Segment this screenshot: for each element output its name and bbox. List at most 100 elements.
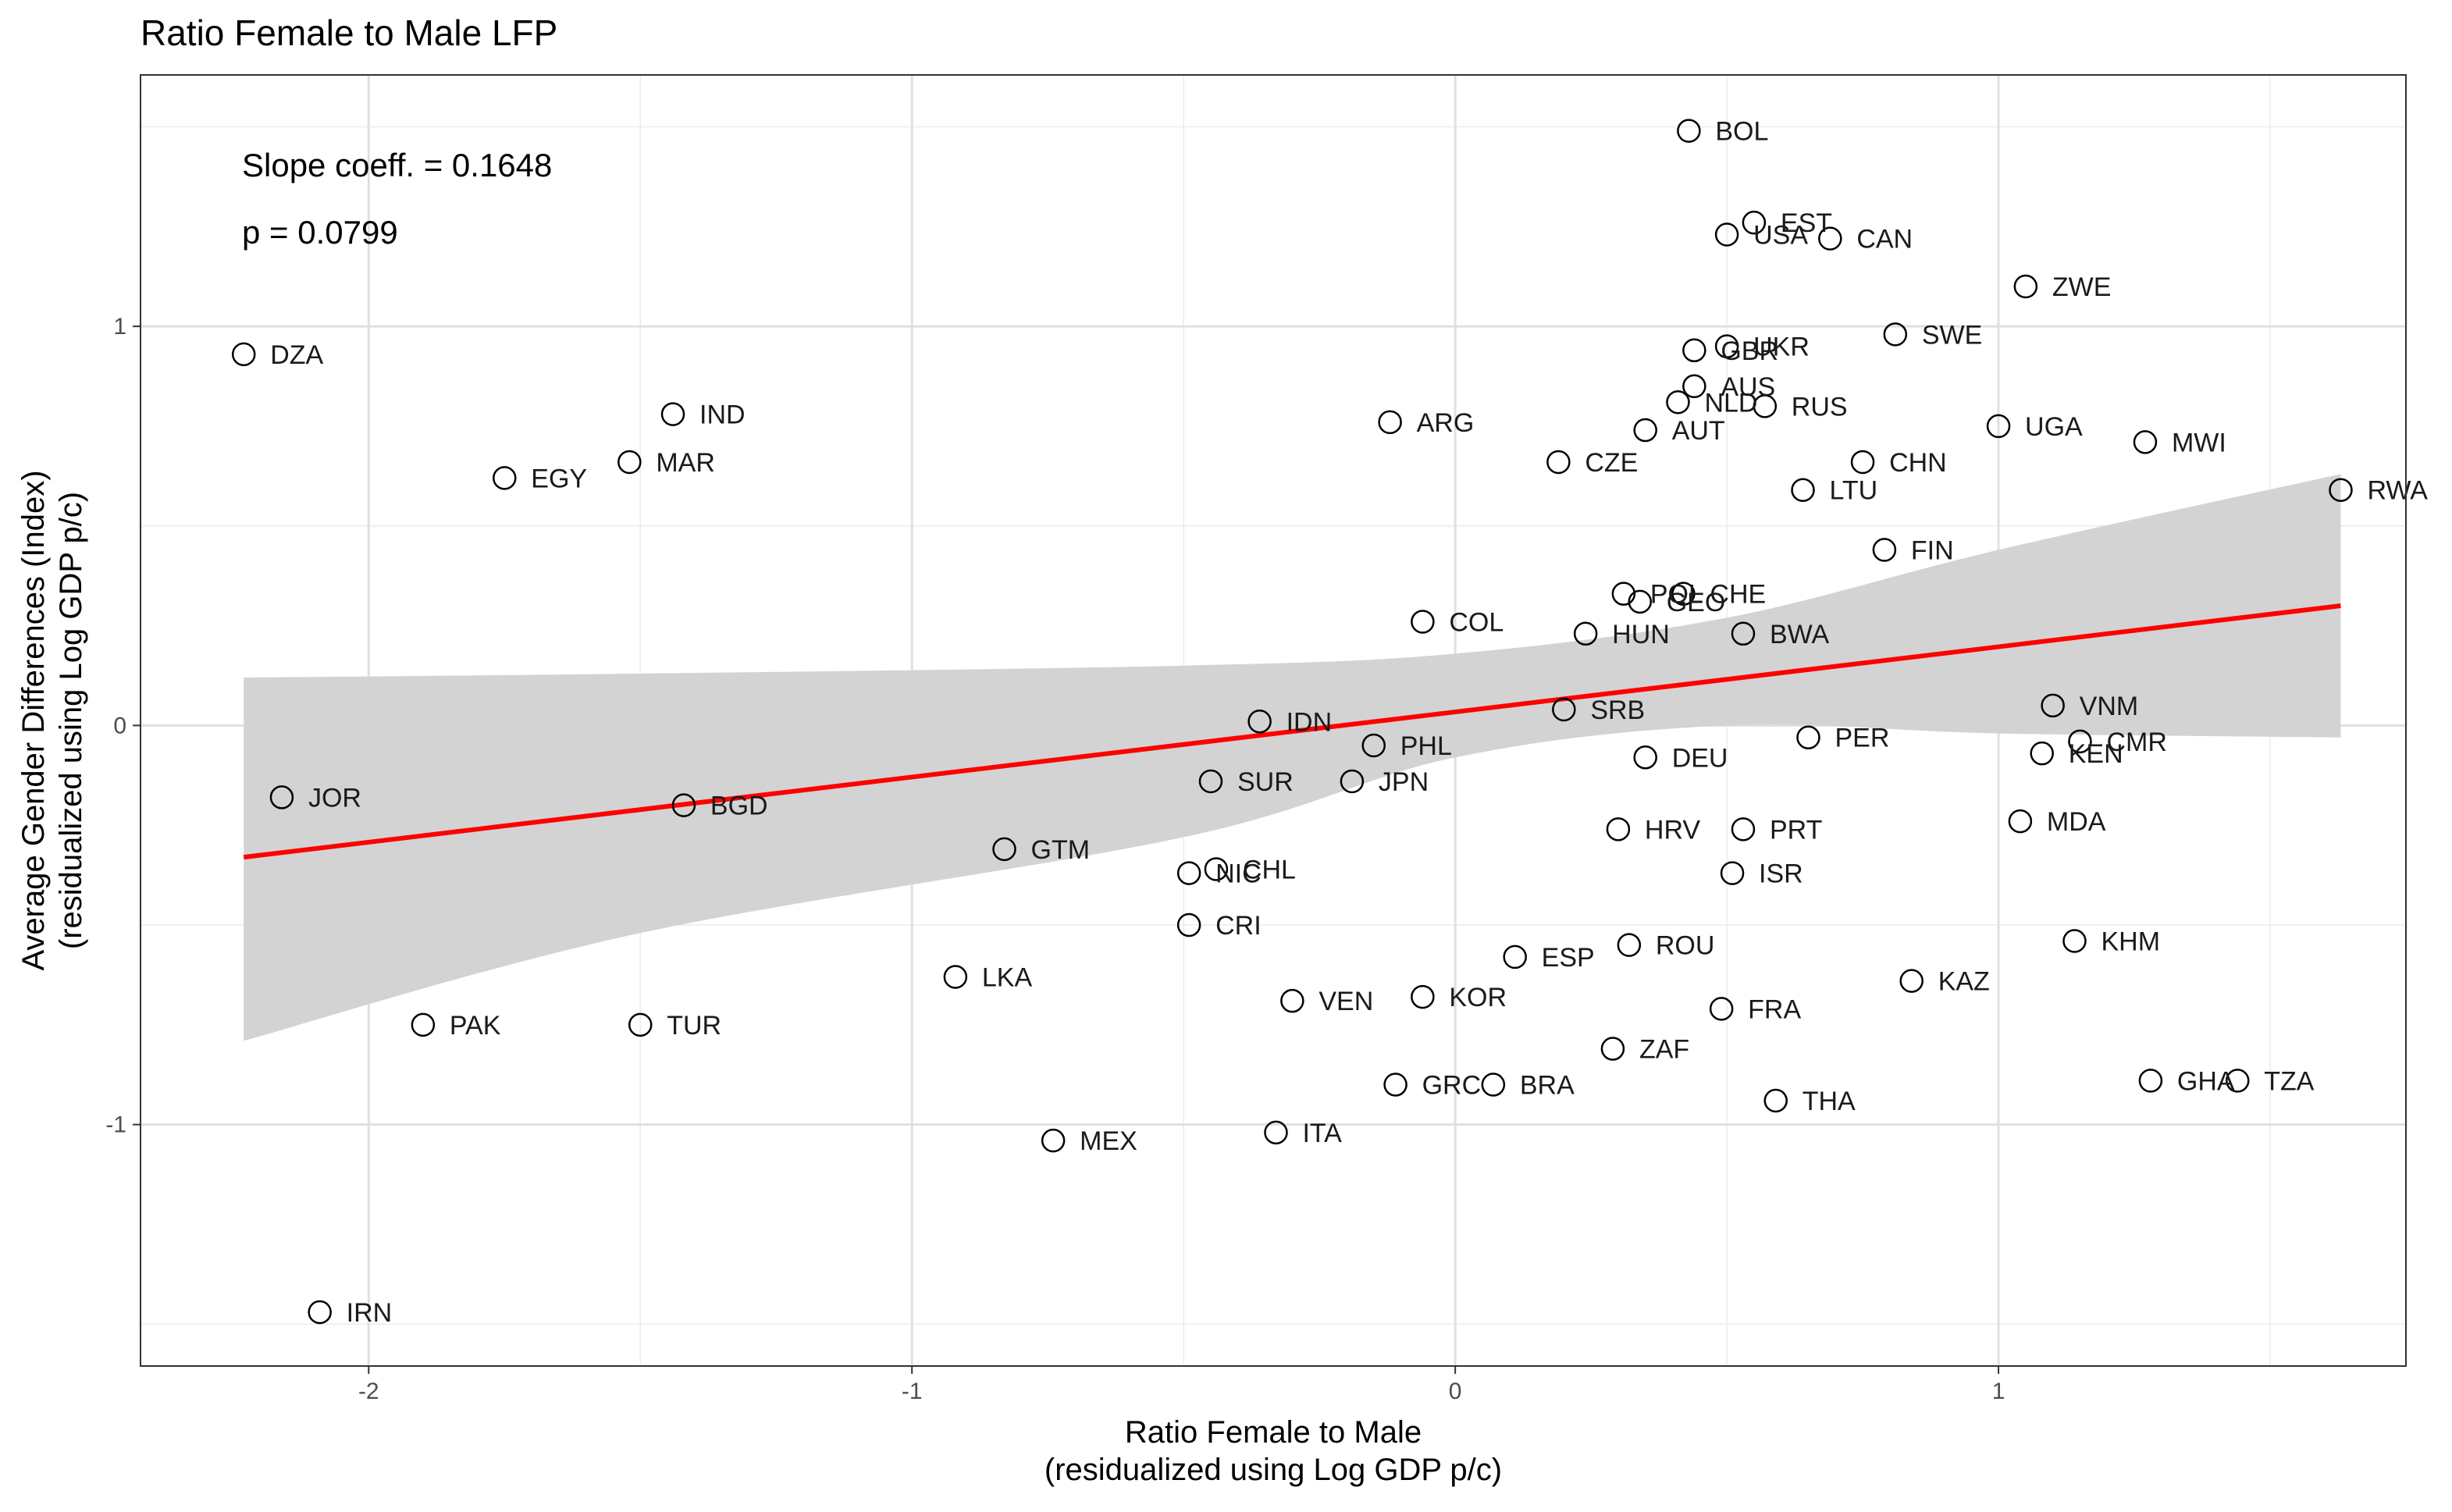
point-uga <box>1986 414 2011 439</box>
point-geo <box>1628 589 1652 614</box>
point-srb <box>1552 697 1576 722</box>
point-label-nld: NLD <box>1704 388 1757 418</box>
point-label-gha: GHA <box>2177 1066 2235 1096</box>
point-pak <box>411 1012 436 1037</box>
point-cri <box>1176 913 1201 937</box>
point-mar <box>617 450 642 475</box>
point-label-isr: ISR <box>1759 859 1803 889</box>
point-isr <box>1720 861 1745 885</box>
point-label-kor: KOR <box>1449 983 1507 1012</box>
point-label-cri: CRI <box>1215 911 1262 941</box>
y-axis-title-line-2: (residualized using Log GDP p/c) <box>54 492 88 949</box>
point-label-mda: MDA <box>2047 807 2106 837</box>
point-tur <box>628 1012 653 1037</box>
point-label-cmr: CMR <box>2106 728 2166 757</box>
point-sur <box>1198 769 1223 794</box>
y-axis-title-line-1: Average Gender Differences (Index) <box>16 470 51 970</box>
x-tick-label: 0 <box>1449 1379 1462 1404</box>
point-label-usa: USA <box>1753 221 1808 251</box>
y-axis-title: Average Gender Differences (Index) (resi… <box>16 470 88 970</box>
point-label-bra: BRA <box>1520 1071 1575 1101</box>
point-rwa <box>2329 478 2353 502</box>
point-label-arg: ARG <box>1417 408 1475 438</box>
point-pol <box>1611 582 1636 606</box>
p-value-annotation: p = 0.0799 <box>242 214 398 251</box>
point-label-bgd: BGD <box>710 792 768 821</box>
point-label-prt: PRT <box>1770 815 1822 845</box>
point-lka <box>943 965 968 989</box>
point-arg <box>1378 410 1402 435</box>
point-hun <box>1573 621 1598 646</box>
point-irn <box>308 1300 332 1325</box>
point-cze <box>1546 450 1571 475</box>
point-label-kaz: KAZ <box>1938 967 1990 997</box>
point-label-pak: PAK <box>450 1011 501 1041</box>
point-label-zwe: ZWE <box>2052 272 2112 302</box>
point-fin <box>1872 538 1897 562</box>
x-tick-label: -2 <box>358 1379 379 1404</box>
point-label-zaf: ZAF <box>1639 1035 1689 1065</box>
point-label-ind: IND <box>699 400 746 430</box>
point-label-khm: KHM <box>2101 927 2160 956</box>
point-label-che: CHE <box>1710 580 1766 610</box>
point-mwi <box>2133 430 2158 454</box>
point-label-ukr: UKR <box>1753 333 1810 362</box>
point-ukr <box>1714 334 1739 358</box>
point-tha <box>1763 1088 1788 1113</box>
point-ken <box>2030 741 2054 766</box>
point-label-rus: RUS <box>1792 392 1848 422</box>
point-bol <box>1677 119 1701 143</box>
point-aus <box>1682 374 1706 399</box>
point-khm <box>2062 929 2087 953</box>
point-tza <box>2226 1069 2250 1093</box>
point-nld <box>1666 390 1690 414</box>
point-label-tur: TUR <box>667 1011 721 1041</box>
confidence-band <box>244 474 2341 1041</box>
point-label-jpn: JPN <box>1379 767 1429 797</box>
point-label-can: CAN <box>1856 225 1913 254</box>
point-aut <box>1633 418 1657 443</box>
point-label-col: COL <box>1449 607 1504 637</box>
point-grc <box>1383 1073 1407 1097</box>
y-tick-label: -1 <box>105 1112 126 1138</box>
point-bra <box>1481 1073 1506 1097</box>
point-label-ita: ITA <box>1302 1119 1342 1148</box>
point-label-tha: THA <box>1803 1087 1856 1116</box>
point-label-fra: FRA <box>1748 994 1801 1024</box>
point-label-est: EST <box>1781 208 1832 238</box>
y-tick-label: 0 <box>113 713 126 738</box>
point-ltu <box>1791 478 1815 502</box>
point-label-chl: CHL <box>1243 855 1296 884</box>
point-bwa <box>1731 621 1756 646</box>
point-egy <box>493 466 517 490</box>
point-esp <box>1503 945 1527 969</box>
point-kaz <box>1899 969 1924 993</box>
point-label-grc: GRC <box>1422 1071 1482 1101</box>
point-label-tza: TZA <box>2264 1066 2315 1096</box>
point-vnm <box>2041 693 2065 718</box>
point-label-pol: POL <box>1650 580 1703 610</box>
point-label-cze: CZE <box>1585 448 1638 478</box>
point-hrv <box>1606 817 1631 841</box>
point-rou <box>1617 933 1642 957</box>
point-zaf <box>1600 1037 1625 1061</box>
regression-line <box>243 603 2341 860</box>
point-usa <box>1714 222 1739 247</box>
point-zwe <box>2013 274 2038 299</box>
point-est <box>1742 210 1767 235</box>
point-phl <box>1361 733 1386 758</box>
point-label-egy: EGY <box>531 464 587 493</box>
point-label-bwa: BWA <box>1770 620 1830 649</box>
x-tick-label: -1 <box>902 1379 923 1404</box>
point-label-phl: PHL <box>1400 731 1452 761</box>
x-axis-title: Ratio Female to Male (residualized using… <box>1045 1415 1502 1487</box>
point-label-mwi: MWI <box>2172 428 2226 457</box>
point-label-bol: BOL <box>1715 117 1768 147</box>
point-fra <box>1709 997 1734 1021</box>
point-label-dza: DZA <box>270 340 323 370</box>
x-axis-title-line-1: Ratio Female to Male <box>1125 1415 1422 1450</box>
point-nic <box>1176 861 1201 885</box>
point-label-vnm: VNM <box>2080 692 2139 721</box>
